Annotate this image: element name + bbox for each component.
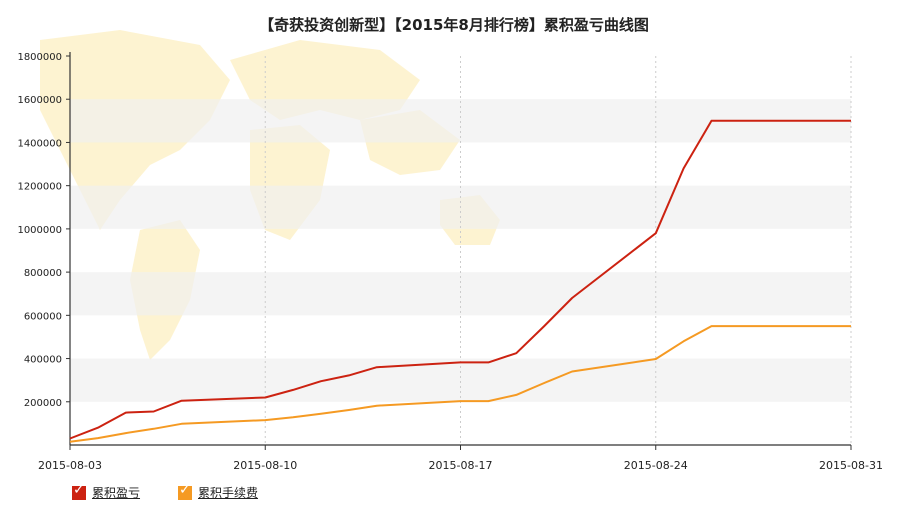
y-tick-label: 200000 [24, 398, 62, 409]
grid-band [70, 272, 851, 316]
y-tick-label: 600000 [24, 311, 62, 322]
grid-band [70, 358, 851, 402]
y-tick-label: 1200000 [17, 182, 62, 193]
x-tick-label: 2015-08-17 [429, 459, 493, 472]
x-tick-label: 2015-08-24 [624, 459, 688, 472]
y-tick-label: 1000000 [17, 225, 62, 236]
x-tick-label: 2015-08-03 [38, 459, 102, 472]
series-line-cumulative-pnl [69, 119, 851, 440]
y-tick-label: 800000 [24, 268, 62, 279]
y-tick-label: 400000 [24, 355, 62, 366]
series-line-cumulative-fees [69, 325, 851, 443]
legend-label: 累积盈亏 [92, 486, 141, 500]
y-tick-label: 1600000 [17, 95, 62, 106]
checkbox-checked-icon[interactable]: ✓ [178, 481, 192, 500]
y-tick-label: 1400000 [17, 138, 62, 149]
chart-title: 【奇获投资创新型】【2015年8月排行榜】累积盈亏曲线图 [259, 16, 649, 34]
y-tick-label: 1800000 [17, 52, 62, 63]
checkbox-checked-icon[interactable]: ✓ [72, 481, 86, 500]
x-tick-label: 2015-08-31 [819, 459, 883, 472]
x-tick-label: 2015-08-10 [233, 459, 297, 472]
legend-item-cumulative-fees[interactable]: ✓ 累积手续费 [178, 481, 259, 501]
legend-label: 累积手续费 [198, 486, 259, 500]
legend-item-cumulative-pnl[interactable]: ✓ 累积盈亏 [72, 481, 141, 501]
